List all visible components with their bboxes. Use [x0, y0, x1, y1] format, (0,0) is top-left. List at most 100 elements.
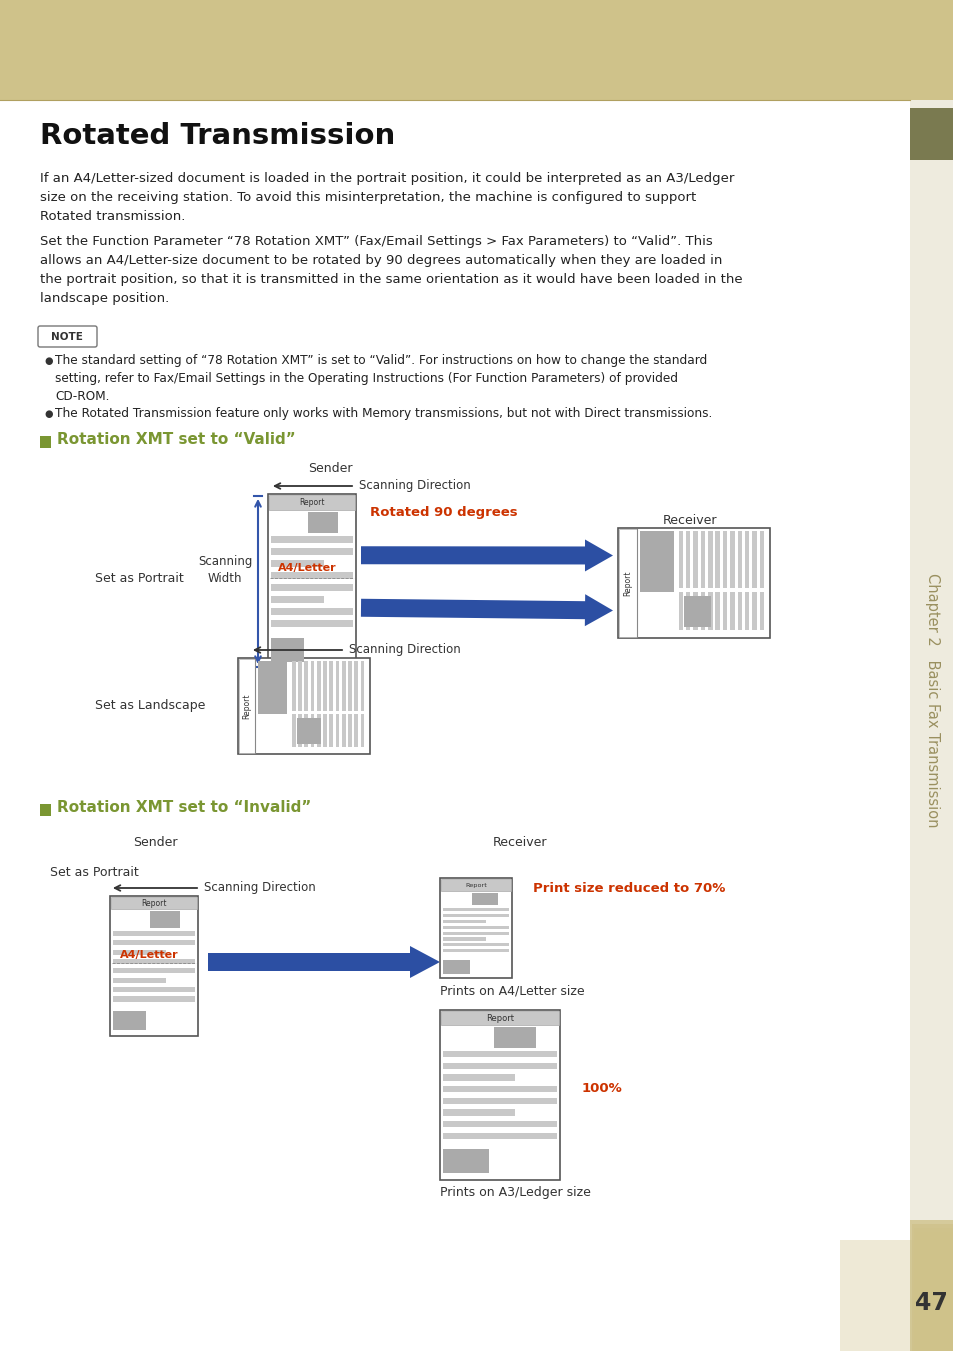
Text: 47: 47 — [914, 1292, 947, 1315]
Bar — [678, 531, 682, 588]
Bar — [442, 950, 509, 952]
Bar — [292, 661, 295, 711]
Bar — [348, 713, 352, 747]
Bar — [40, 804, 51, 816]
Bar — [442, 908, 509, 911]
Bar — [937, 1275, 953, 1351]
Bar — [316, 713, 320, 747]
Bar — [925, 1252, 953, 1351]
Bar — [707, 592, 712, 631]
Bar — [442, 1150, 488, 1173]
Text: Rotation XMT set to “Valid”: Rotation XMT set to “Valid” — [57, 432, 295, 447]
Bar — [923, 1248, 953, 1351]
Bar — [693, 531, 697, 588]
Bar — [685, 531, 690, 588]
Text: Chapter 2   Basic Fax Transmission: Chapter 2 Basic Fax Transmission — [924, 573, 940, 827]
Bar — [840, 1240, 953, 1351]
Bar — [112, 950, 166, 955]
FancyBboxPatch shape — [38, 326, 97, 347]
Bar — [439, 1011, 559, 1179]
Text: The standard setting of “78 Rotation XMT” is set to “Valid”. For instructions on: The standard setting of “78 Rotation XMT… — [55, 354, 706, 403]
Bar — [943, 1288, 953, 1351]
Text: Prints on A4/Letter size: Prints on A4/Letter size — [439, 984, 584, 997]
Bar — [683, 596, 710, 627]
Bar — [257, 661, 287, 713]
Bar — [909, 100, 953, 1351]
Bar — [618, 530, 637, 638]
Bar — [271, 608, 353, 615]
Bar — [40, 436, 51, 449]
Bar — [112, 969, 194, 974]
Bar — [112, 931, 194, 936]
Bar — [239, 659, 254, 753]
Bar — [150, 911, 180, 928]
Polygon shape — [208, 946, 439, 978]
Bar — [355, 661, 358, 711]
Bar — [909, 108, 953, 159]
Bar — [311, 713, 314, 747]
Bar — [307, 512, 338, 532]
Bar — [442, 1132, 557, 1139]
Text: Report: Report — [485, 1013, 514, 1023]
Bar — [237, 658, 370, 754]
Bar — [296, 717, 320, 744]
Bar — [915, 1232, 953, 1351]
Text: 100%: 100% — [581, 1082, 622, 1094]
Text: Set as Landscape: Set as Landscape — [95, 700, 205, 712]
Bar — [442, 943, 509, 947]
Bar — [759, 592, 763, 631]
Text: NOTE: NOTE — [51, 331, 83, 342]
Bar — [909, 1220, 953, 1351]
Text: Report: Report — [464, 882, 486, 888]
Bar — [323, 713, 327, 747]
Bar — [947, 1296, 953, 1351]
Text: Receiver: Receiver — [662, 513, 717, 527]
Bar — [112, 940, 194, 946]
Bar — [639, 531, 673, 592]
Bar — [323, 661, 327, 711]
Bar — [271, 596, 323, 603]
Bar — [939, 1279, 953, 1351]
Bar — [360, 661, 364, 711]
Bar — [335, 661, 339, 711]
Bar — [737, 531, 741, 588]
Bar — [440, 880, 511, 892]
Bar — [316, 661, 320, 711]
Text: Report: Report — [299, 499, 324, 507]
Bar — [759, 531, 763, 588]
Bar — [933, 1269, 953, 1351]
Bar — [744, 531, 748, 588]
Bar — [329, 713, 333, 747]
Text: If an A4/Letter-sized document is loaded in the portrait position, it could be i: If an A4/Letter-sized document is loaded… — [40, 172, 734, 223]
Text: ●: ● — [44, 409, 52, 419]
Bar — [729, 531, 734, 588]
Text: A4/Letter: A4/Letter — [278, 562, 336, 573]
Bar — [722, 531, 726, 588]
Text: Prints on A3/Ledger size: Prints on A3/Ledger size — [439, 1186, 590, 1198]
Polygon shape — [360, 539, 613, 571]
Bar — [752, 592, 756, 631]
Bar — [271, 620, 353, 627]
Bar — [442, 1121, 557, 1128]
Bar — [442, 920, 486, 923]
Text: Report: Report — [242, 693, 252, 719]
Text: Print size reduced to 70%: Print size reduced to 70% — [533, 882, 724, 894]
Bar — [271, 536, 353, 543]
Bar — [271, 638, 304, 662]
Text: Rotated 90 degrees: Rotated 90 degrees — [370, 507, 517, 519]
Bar — [271, 571, 353, 578]
Bar — [472, 893, 497, 905]
Bar — [442, 931, 509, 935]
Text: Report: Report — [141, 898, 167, 908]
Bar — [439, 878, 512, 978]
Bar — [442, 1086, 557, 1093]
Bar — [722, 592, 726, 631]
Text: Rotation XMT set to “Invalid”: Rotation XMT set to “Invalid” — [57, 800, 311, 815]
Bar — [292, 713, 295, 747]
Bar — [271, 584, 353, 590]
Bar — [268, 494, 355, 669]
Bar — [931, 1265, 953, 1351]
Bar — [935, 1273, 953, 1351]
Text: Scanning Direction: Scanning Direction — [349, 643, 460, 657]
Text: Scanning Direction: Scanning Direction — [358, 480, 470, 493]
